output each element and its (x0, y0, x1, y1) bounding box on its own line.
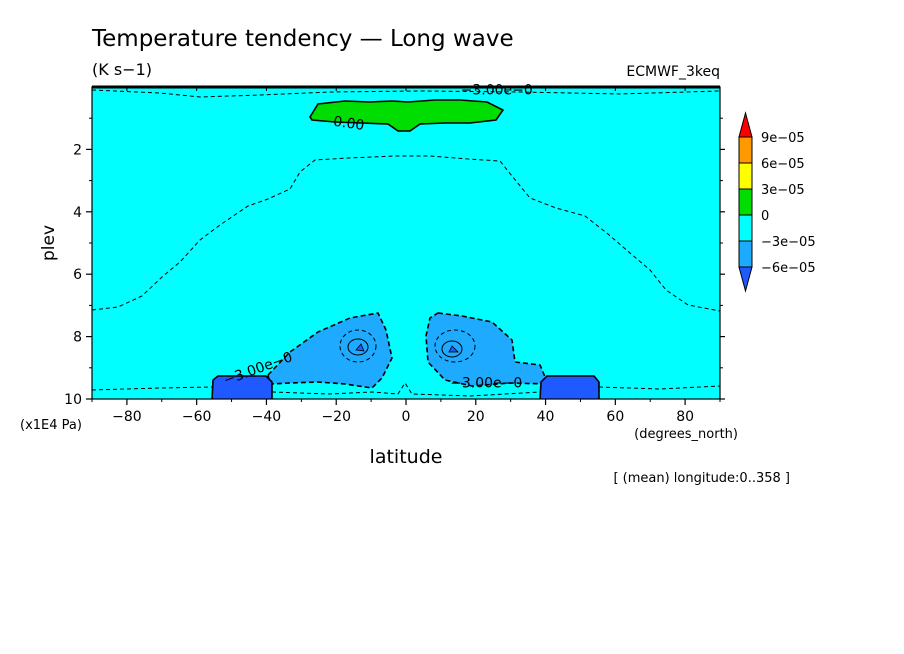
field-south-surface (211, 375, 273, 399)
contour-bottom-west (92, 386, 213, 391)
dataset-label: ECMWF_3keq (626, 64, 720, 80)
y-axis-label: plev (39, 225, 59, 261)
plot-area (92, 87, 720, 399)
contour-north-core (441, 340, 463, 358)
field-north-core (448, 345, 459, 353)
colorbar-swatch-4 (738, 214, 753, 242)
field-north-surface (539, 375, 600, 399)
x-tick-label-2: −40 (252, 409, 282, 425)
colorbar-swatch-5 (738, 240, 753, 268)
x-tick-label-4: 0 (402, 409, 411, 425)
x-tick-label-3: −20 (321, 409, 351, 425)
x-axis-units: (degrees_north) (634, 427, 738, 442)
x-tick-label-1: −60 (182, 409, 212, 425)
colorbar-label-2: 3e−05 (761, 183, 805, 198)
y-axis-units: (x1E4 Pa) (20, 418, 82, 433)
colorbar-label-5: −6e−05 (761, 261, 816, 276)
footnote: [ (mean) longitude:0..358 ] (613, 471, 790, 486)
colorbar-label-4: −3e−05 (761, 235, 816, 250)
contour-north-inner (434, 329, 476, 363)
y-tick-label-1: 4 (73, 205, 82, 221)
contour-label-north: −3.00e−0 (450, 375, 522, 391)
x-tick-label-6: 40 (537, 409, 555, 425)
x-tick-label-7: 60 (606, 409, 624, 425)
colorbar-swatch-0 (738, 111, 753, 138)
contour-label-zero: 0.00 (332, 114, 365, 134)
field-south-core (355, 343, 365, 352)
contour-label-top: −3.00e−0 (461, 82, 533, 98)
y-tick-label-0: 2 (73, 142, 82, 158)
colorbar-swatch-6 (738, 266, 753, 293)
chart-title: Temperature tendency — Long wave (91, 26, 514, 52)
contour-bottom-center (271, 382, 541, 397)
y-axis: 2 4 6 8 10 (64, 117, 725, 408)
colorbar-swatch-1 (738, 136, 753, 164)
field-background (92, 87, 720, 399)
contour-south-core (347, 338, 369, 356)
field-upper-positive (309, 99, 505, 132)
y-tick-label-2: 6 (73, 267, 82, 283)
contour-bottom-east (598, 385, 720, 390)
colorbar-swatch-2 (738, 162, 753, 190)
colorbar-label-1: 6e−05 (761, 157, 805, 172)
colorbar-label-3: 0 (761, 209, 769, 224)
chart-units: (K s−1) (92, 60, 152, 79)
field-north-cooling (425, 312, 550, 387)
x-tick-label-5: 20 (467, 409, 485, 425)
contour-south-inner (339, 329, 377, 363)
field-south-cooling (267, 312, 393, 389)
x-tick-label-8: 80 (676, 409, 694, 425)
contour-top (92, 89, 720, 98)
x-tick-label-0: −80 (112, 409, 142, 425)
contour-dome (92, 155, 720, 312)
colorbar-swatch-3 (738, 188, 753, 216)
colorbar: 9e−05 6e−05 3e−05 0 −3e−05 −6e−05 (738, 111, 816, 293)
y-tick-label-3: 8 (73, 330, 82, 346)
x-axis: −80 −60 −40 −20 0 20 40 60 80 (91, 87, 721, 425)
y-tick-label-4: 10 (64, 392, 82, 408)
colorbar-label-0: 9e−05 (761, 131, 805, 146)
x-axis-label: latitude (370, 446, 443, 468)
